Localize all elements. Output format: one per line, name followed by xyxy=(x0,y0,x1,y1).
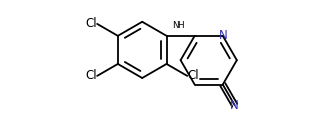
Text: N: N xyxy=(218,29,227,42)
Text: Cl: Cl xyxy=(187,69,199,82)
Text: H: H xyxy=(177,21,184,30)
Text: Cl: Cl xyxy=(86,17,97,30)
Text: N: N xyxy=(230,99,239,112)
Text: Cl: Cl xyxy=(86,69,97,82)
Text: N: N xyxy=(172,21,179,30)
